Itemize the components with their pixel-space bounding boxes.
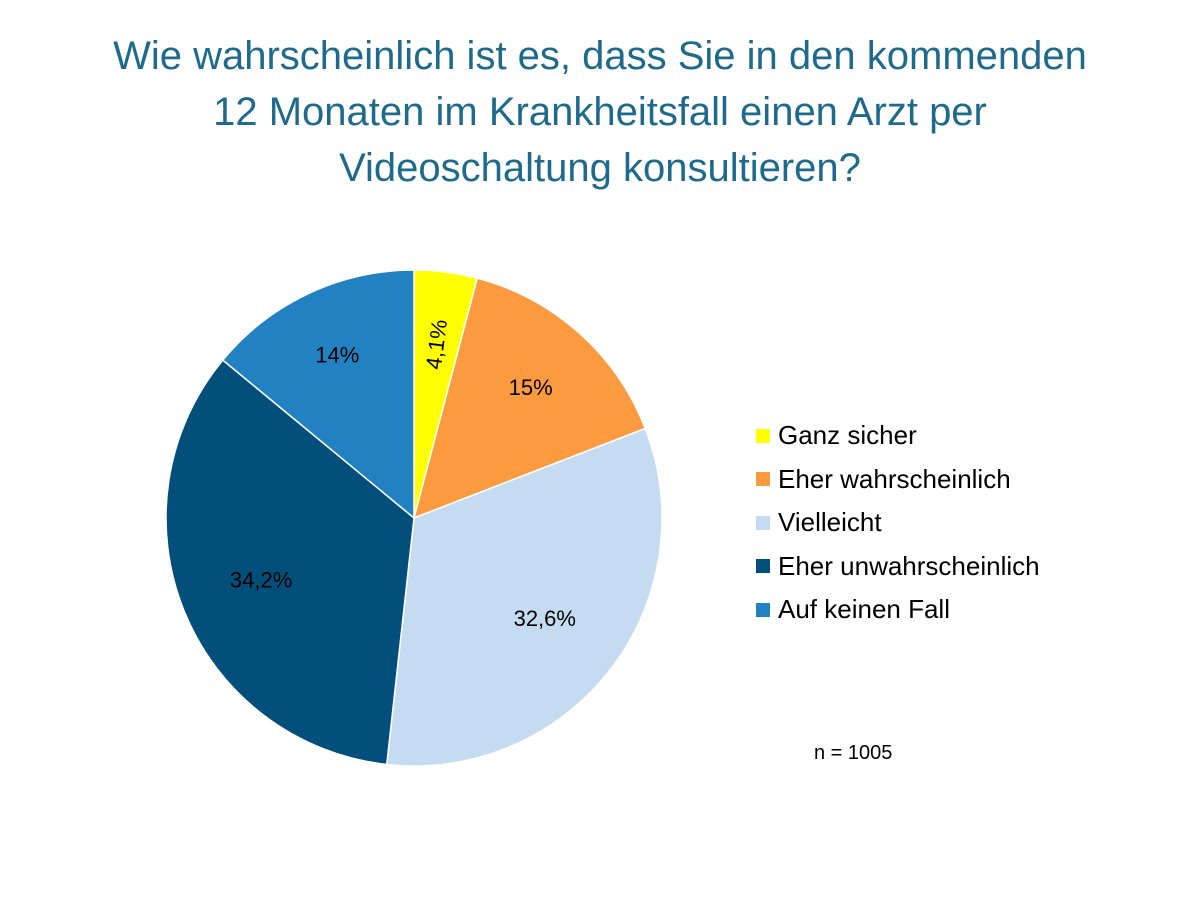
pie-slice-eher-wahrscheinlich — [412, 277, 647, 520]
chart-title-line-3: Videoschaltung konsultieren? — [339, 146, 861, 190]
legend-swatch — [756, 559, 770, 574]
pie-slice-auf-keinen-fall — [221, 269, 415, 520]
legend-label: Ganz sicher — [778, 420, 917, 451]
legend-label: Eher wahrscheinlich — [778, 463, 1011, 494]
legend-swatch — [756, 515, 770, 530]
legend-item-ganz-sicher: Ganz sicher — [756, 414, 1040, 458]
data-label-auf-keinen-fall: 14% — [315, 343, 359, 368]
legend-label: Auf keinen Fall — [778, 594, 950, 625]
legend-item-auf-keinen-fall: Auf keinen Fall — [756, 588, 1040, 632]
legend-label: Vielleicht — [778, 507, 882, 538]
legend-swatch — [756, 602, 770, 617]
data-label-eher-wahrscheinlich: 15% — [509, 375, 553, 400]
legend-item-eher-wahrscheinlich: Eher wahrscheinlich — [756, 458, 1040, 502]
pie-slice-vielleicht — [385, 427, 663, 767]
legend: Ganz sicher Eher wahrscheinlich Vielleic… — [756, 414, 1040, 632]
chart-title-line-1: Wie wahrscheinlich ist es, dass Sie in d… — [113, 34, 1087, 78]
chart-title-line-2: 12 Monaten im Krankheitsfall einen Arzt … — [213, 90, 987, 134]
legend-label: Eher unwahrscheinlich — [778, 550, 1040, 581]
legend-item-eher-unwahrscheinlich: Eher unwahrscheinlich — [756, 545, 1040, 589]
legend-swatch — [756, 428, 770, 443]
data-label-vielleicht: 32,6% — [514, 606, 576, 631]
data-label-eher-unwahrscheinlich: 34,2% — [230, 568, 292, 593]
legend-item-vielleicht: Vielleicht — [756, 501, 1040, 545]
legend-swatch — [756, 472, 770, 487]
pie-slice-eher-unwahrscheinlich — [165, 359, 415, 766]
chart-title: Wie wahrscheinlich ist es, dass Sie in d… — [0, 28, 1200, 196]
sample-size-note: n = 1005 — [814, 742, 893, 764]
